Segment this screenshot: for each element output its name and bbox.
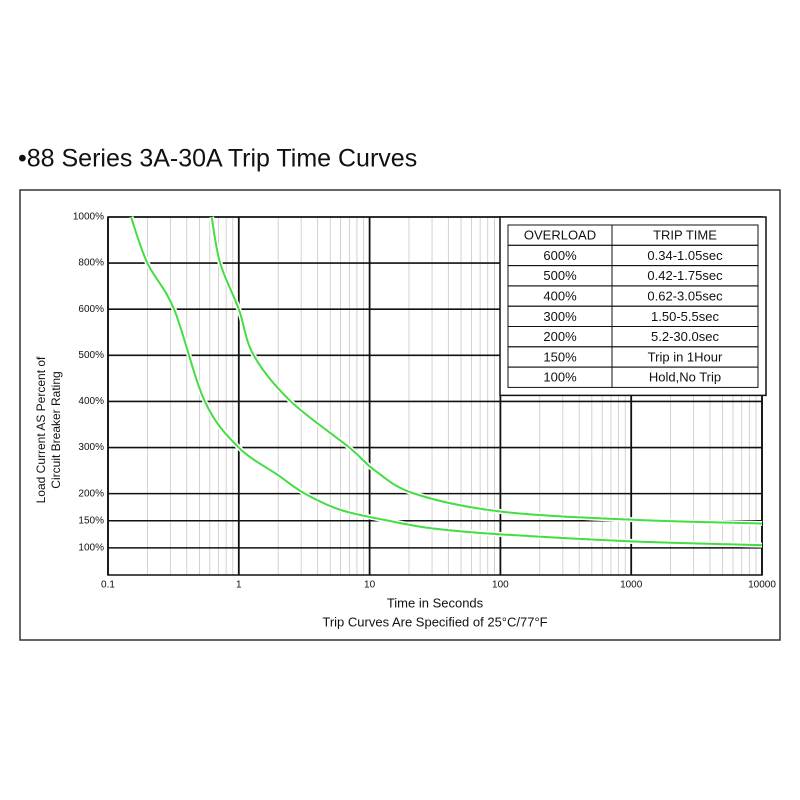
table-value: 300% <box>543 309 577 324</box>
y-axis-title-line: Load Current AS Percent of <box>34 356 48 503</box>
y-tick-label: 200% <box>78 488 104 499</box>
x-tick-label: 1 <box>236 580 242 591</box>
y-axis-title: Load Current AS Percent of Circuit Break… <box>34 356 63 503</box>
table-value: 600% <box>543 248 577 263</box>
frame <box>19 189 781 641</box>
table-value: 200% <box>543 329 577 344</box>
trip-curve <box>210 216 763 525</box>
y-tick-label: 400% <box>78 396 104 407</box>
table-cell <box>611 366 759 388</box>
table-value: 0.62-3.05sec <box>647 288 723 303</box>
trip-curve <box>130 216 763 547</box>
y-axis-title-line: Circuit Breaker Rating <box>49 371 63 488</box>
table-value: 100% <box>543 370 577 385</box>
table-value: 1.50-5.5sec <box>651 309 719 324</box>
x-axis-title: Time in Seconds <box>387 595 484 610</box>
table-header: TRIP TIME <box>653 228 717 243</box>
y-tick-label: 150% <box>78 515 104 526</box>
table-value: Trip in 1Hour <box>648 349 723 364</box>
x-tick-label: 1000 <box>620 580 643 591</box>
table-header: OVERLOAD <box>524 228 596 243</box>
y-tick-label: 800% <box>78 258 104 269</box>
table-value: 500% <box>543 268 577 283</box>
y-tick-label: 600% <box>78 304 104 315</box>
x-tick-label: 10000 <box>748 580 776 591</box>
table-value: 150% <box>543 349 577 364</box>
table-value: 400% <box>543 288 577 303</box>
table-value: 0.34-1.05sec <box>647 248 723 263</box>
table-value: Hold,No Trip <box>649 370 721 385</box>
note: Trip Curves Are Specified of 25°C/77°F <box>322 614 547 629</box>
overload-table: OVERLOAD TRIP TIME 600% 0.34-1.05sec 500% 0.4… <box>499 216 767 397</box>
y-tick-label: 1000% <box>73 212 104 223</box>
y-tick-label: 300% <box>78 442 104 453</box>
x-tick-label: 0.1 <box>101 580 115 591</box>
chart-title: •88 Series 3A-30A Trip Time Curves <box>18 145 417 173</box>
table-value: 5.2-30.0sec <box>651 329 719 344</box>
table-value: 0.42-1.75sec <box>647 268 723 283</box>
x-tick-label: 10 <box>364 580 376 591</box>
y-tick-label: 100% <box>78 543 104 554</box>
y-tick-label: 500% <box>78 350 104 361</box>
x-tick-label: 100 <box>492 580 509 591</box>
